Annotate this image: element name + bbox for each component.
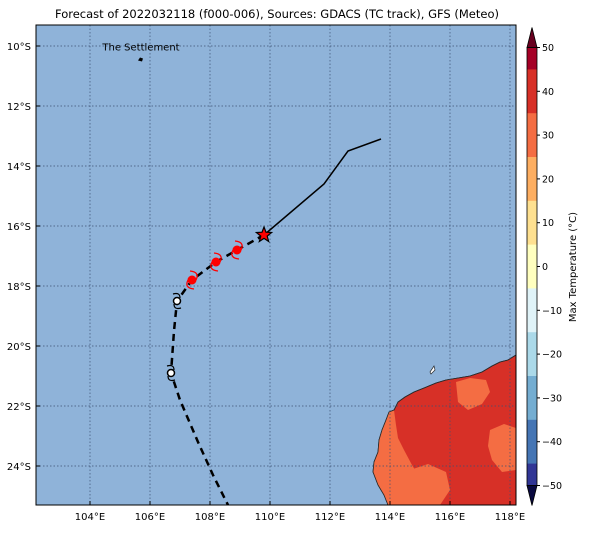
colorbar-segment	[527, 69, 537, 114]
y-tick-label: 10°S	[7, 42, 31, 53]
colorbar-segment	[527, 200, 537, 246]
colorbar-segment	[527, 332, 537, 377]
colorbar-tick-label: −20	[542, 350, 562, 361]
current-position-star-icon	[254, 225, 274, 243]
y-tick-label: 12°S	[7, 102, 31, 113]
longitude-axis: 104°E 106°E 108°E 110°E 112°E 114°E 116°E 118°E	[75, 501, 525, 523]
storm-center	[187, 275, 197, 285]
colorbar-tick-label: 40	[542, 87, 554, 98]
low-arm	[167, 375, 176, 382]
colorbar-segment	[527, 244, 537, 289]
low-center	[172, 296, 182, 306]
colorbar-label: Max Temperature (°C)	[568, 212, 579, 322]
storm-arm	[213, 252, 222, 263]
storm-arm	[210, 261, 219, 272]
tropical-storm-icon	[231, 240, 243, 260]
colorbar-tick-label: −40	[542, 437, 562, 448]
land-coastline	[372, 354, 517, 506]
colorbar-tick-label: −50	[542, 481, 562, 492]
colorbar-tick-label: 10	[542, 218, 554, 229]
settlement-marker: The Settlement	[101, 43, 180, 62]
x-tick-label: 116°E	[435, 512, 465, 523]
land-warm-region-south	[410, 464, 450, 505]
offshore-island	[429, 365, 436, 375]
y-tick-label: 18°S	[7, 282, 31, 293]
settlement-island	[138, 57, 143, 62]
colorbar-tick-label: 20	[542, 174, 554, 185]
colorbar-max-extend	[526, 27, 538, 48]
colorbar: 50 40 30 20 10 0 −10 −20 −30 −40 −50	[526, 27, 562, 506]
y-tick-label: 14°S	[7, 162, 31, 173]
forecast-track-line	[169, 233, 265, 506]
low-arm	[166, 364, 175, 371]
y-tick-label: 22°S	[7, 402, 31, 413]
colorbar-tick-label: −10	[542, 306, 562, 317]
land-warm-region-east	[488, 424, 516, 472]
y-tick-label: 16°S	[7, 222, 31, 233]
colorbar-segment	[527, 288, 537, 333]
graticule	[36, 25, 516, 505]
x-tick-label: 106°E	[135, 512, 165, 523]
y-tick-label: 20°S	[7, 342, 31, 353]
tropical-storm-icon	[210, 252, 222, 272]
storm-arm	[234, 240, 243, 251]
colorbar-tick-label: 30	[542, 131, 554, 142]
colorbar-segment	[527, 419, 537, 465]
storm-center	[232, 245, 242, 255]
land-warm-region-north	[456, 378, 490, 410]
storm-arm	[186, 279, 195, 290]
colorbar-segment	[527, 113, 537, 158]
low-pressure-icon	[172, 292, 182, 310]
latitude-axis: 10°S 12°S 14°S 16°S 18°S 20°S 22°S 24°S	[7, 42, 40, 473]
x-tick-label: 114°E	[375, 512, 405, 523]
storm-center	[211, 257, 221, 267]
settlement-label: The Settlement	[101, 43, 179, 54]
figure-title: Forecast of 2022032118 (f000-006), Sourc…	[55, 7, 499, 21]
low-center	[166, 368, 176, 378]
storm-tracks	[169, 138, 382, 506]
x-tick-label: 104°E	[75, 512, 105, 523]
colorbar-tick-label: 50	[542, 43, 554, 54]
low-pressure-icon	[166, 364, 176, 382]
colorbar-segment	[527, 376, 537, 421]
colorbar-min-extend	[526, 485, 538, 506]
past-track-line	[263, 138, 382, 236]
storm-arm	[231, 249, 240, 260]
colorbar-tick-label: 0	[542, 262, 548, 273]
low-arm	[173, 303, 182, 310]
colorbar-segment	[527, 157, 537, 202]
map-frame	[35, 24, 517, 506]
storm-symbols	[166, 225, 274, 382]
storm-arm	[189, 270, 198, 281]
colorbar-tick-label: −30	[542, 393, 562, 404]
map: The Settlement	[35, 24, 517, 506]
x-tick-label: 118°E	[495, 512, 525, 523]
x-tick-label: 108°E	[195, 512, 225, 523]
tropical-storm-icon	[186, 270, 198, 290]
x-tick-label: 110°E	[255, 512, 285, 523]
colorbar-segment	[527, 47, 537, 70]
x-tick-label: 112°E	[315, 512, 345, 523]
colorbar-segment	[527, 463, 537, 486]
y-tick-label: 24°S	[7, 462, 31, 473]
low-arm	[172, 292, 181, 299]
